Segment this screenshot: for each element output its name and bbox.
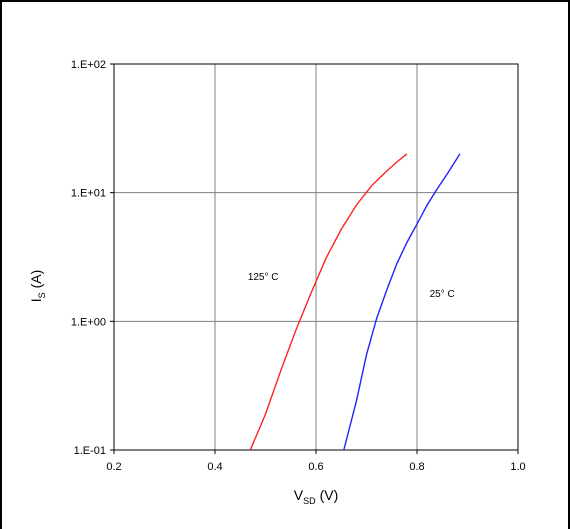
x-tick-label: 0.6 bbox=[308, 461, 323, 473]
x-axis-label-main: V bbox=[294, 487, 304, 503]
x-tick-label: 0.4 bbox=[207, 461, 222, 473]
series-annotation: 25° C bbox=[430, 289, 455, 300]
series-line bbox=[249, 153, 408, 451]
plot-area bbox=[113, 63, 519, 451]
x-tick-label: 0.2 bbox=[106, 461, 121, 473]
tick-labels: 0.2 0.4 0.6 0.8 1.0 1.E-01 1.E+00 1.E+01 1.E+02 bbox=[71, 59, 526, 473]
series-layer bbox=[249, 153, 461, 451]
y-tick-label: 1.E+00 bbox=[71, 316, 106, 328]
x-tick-label: 1.0 bbox=[510, 461, 525, 473]
x-axis-label: VSD (V) bbox=[294, 487, 339, 506]
x-axis-label-sub: SD bbox=[303, 496, 316, 506]
y-tick-label: 1.E-01 bbox=[74, 445, 106, 457]
x-tick-label: 0.8 bbox=[409, 461, 424, 473]
grid bbox=[110, 63, 519, 454]
y-axis-label: IS (A) bbox=[28, 270, 47, 303]
y-tick-label: 1.E+02 bbox=[71, 59, 106, 71]
series-line bbox=[343, 153, 461, 451]
y-tick-label: 1.E+01 bbox=[71, 188, 106, 200]
annotations: 125° C 25° C bbox=[248, 272, 455, 300]
y-axis-label-main: I bbox=[28, 298, 44, 302]
y-axis-label-sub: S bbox=[37, 292, 47, 298]
y-axis-label-unit: (A) bbox=[28, 270, 44, 289]
series-annotation: 125° C bbox=[248, 272, 279, 283]
x-axis-label-unit: (V) bbox=[320, 487, 339, 503]
